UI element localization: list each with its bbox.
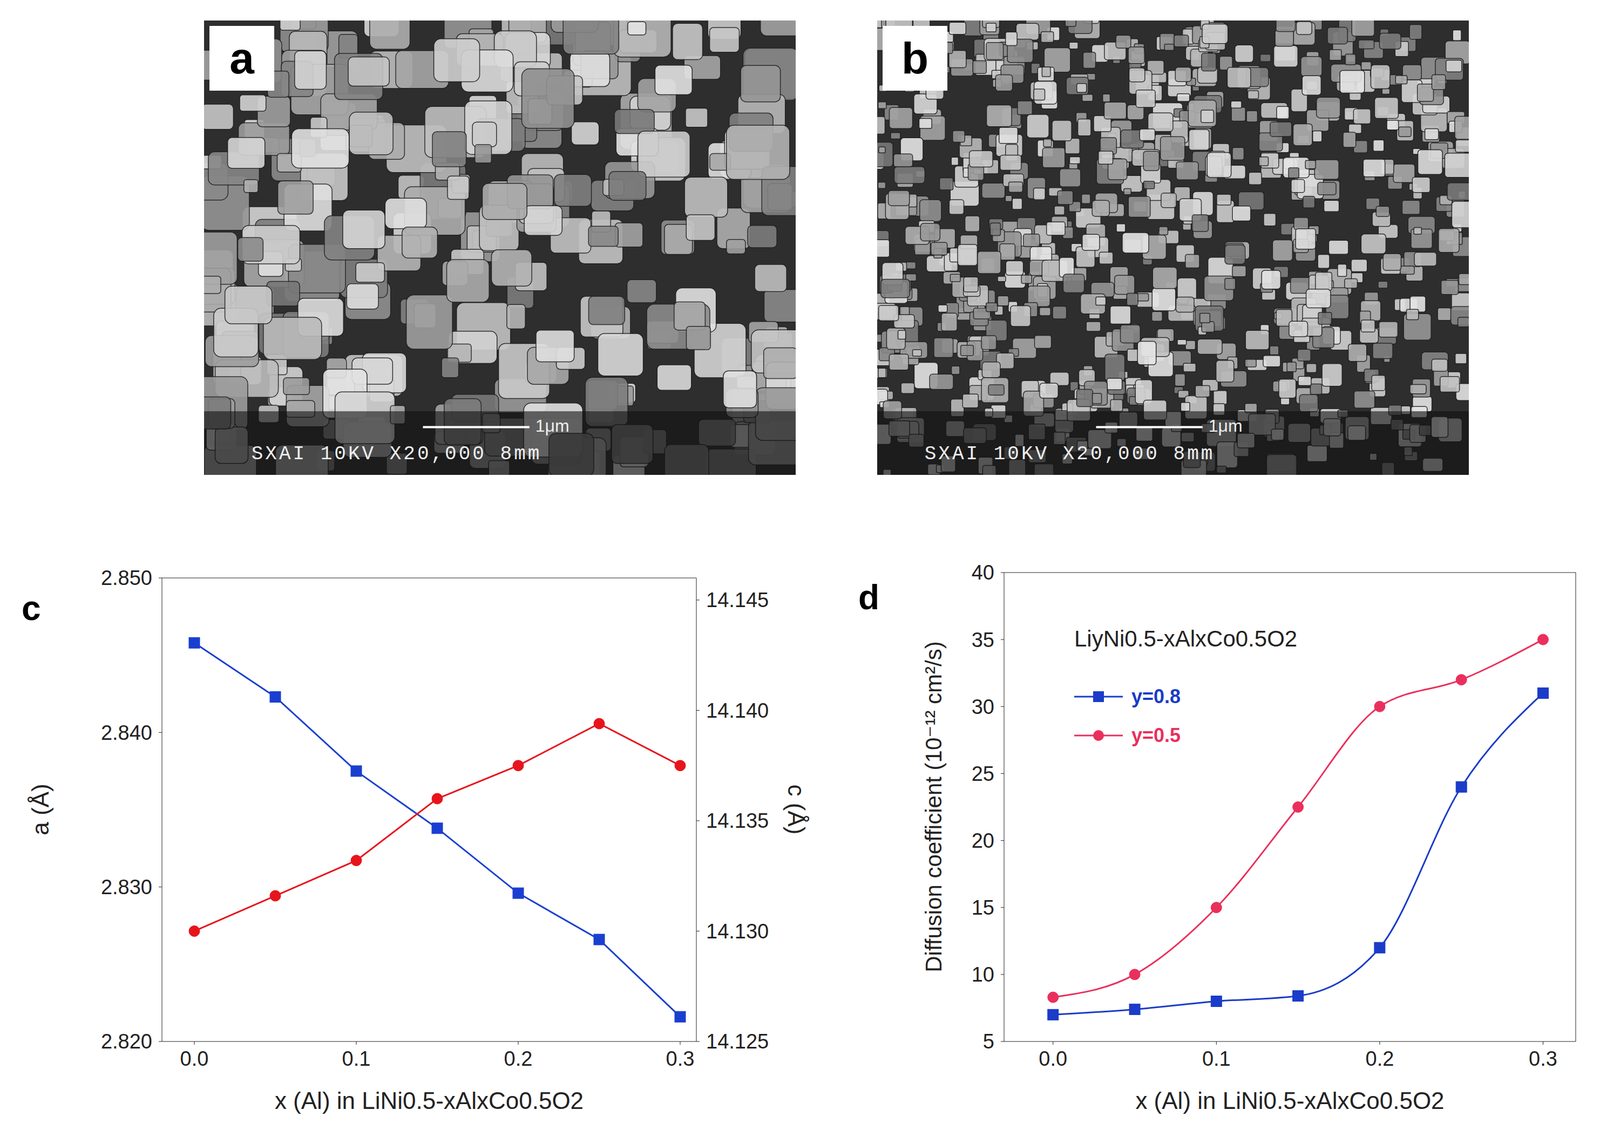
- svg-text:SXAI 10KV X20,000 8mm: SXAI 10KV X20,000 8mm: [251, 443, 542, 466]
- html-text:c (Å): c (Å): [783, 784, 810, 835]
- svg-text:0.1: 0.1: [1202, 1047, 1231, 1071]
- html-text:x (Al) in LiNi0.5-xAlxCo0.5O2: x (Al) in LiNi0.5-xAlxCo0.5O2: [274, 1087, 584, 1115]
- html-text:LiyNi0.5-xAlxCo0.5O2: LiyNi0.5-xAlxCo0.5O2: [1074, 626, 1298, 652]
- svg-text:a: a: [229, 33, 255, 83]
- svg-text:14.130: 14.130: [706, 920, 769, 944]
- svg-text:0.1: 0.1: [342, 1047, 371, 1071]
- html-text:a (Å): a (Å): [26, 783, 54, 836]
- svg-text:15: 15: [971, 896, 995, 920]
- svg-text:14.135: 14.135: [706, 809, 769, 833]
- svg-text:10: 10: [971, 963, 995, 987]
- svg-text:0.2: 0.2: [504, 1047, 533, 1071]
- svg-text:14.145: 14.145: [706, 588, 769, 612]
- svg-text:0.0: 0.0: [1038, 1047, 1068, 1071]
- svg-text:b: b: [901, 33, 929, 83]
- svg-text:1μm: 1μm: [535, 416, 570, 436]
- svg-text:2.820: 2.820: [100, 1030, 153, 1054]
- svg-text:40: 40: [971, 561, 995, 585]
- html-text:x (Al) in LiNi0.5-xAlxCo0.5O2: x (Al) in LiNi0.5-xAlxCo0.5O2: [1135, 1087, 1445, 1115]
- svg-text:14.140: 14.140: [706, 699, 769, 723]
- html-text:y=0.8: y=0.8: [1131, 685, 1181, 708]
- svg-text:14.125: 14.125: [706, 1030, 769, 1054]
- svg-text:1μm: 1μm: [1208, 416, 1243, 436]
- svg-text:2.830: 2.830: [100, 876, 153, 899]
- svg-text:20: 20: [971, 829, 995, 853]
- svg-text:2.840: 2.840: [100, 721, 153, 745]
- html-text:y=0.5: y=0.5: [1131, 724, 1181, 747]
- svg-text:2.850: 2.850: [100, 566, 153, 590]
- html-text:c: c: [21, 588, 41, 628]
- svg-text:0.0: 0.0: [180, 1047, 209, 1071]
- html-text:Diffusion coefficient (10⁻¹² c: Diffusion coefficient (10⁻¹² cm²/s): [920, 641, 947, 973]
- svg-text:0.2: 0.2: [1365, 1047, 1395, 1071]
- html-text:d: d: [858, 578, 880, 618]
- svg-text:0.3: 0.3: [666, 1047, 695, 1071]
- svg-text:35: 35: [971, 628, 995, 652]
- svg-text:30: 30: [971, 695, 995, 719]
- svg-text:SXAI 10KV X20,000 8mm: SXAI 10KV X20,000 8mm: [924, 443, 1216, 466]
- svg-text:0.3: 0.3: [1528, 1047, 1558, 1071]
- svg-text:5: 5: [982, 1030, 995, 1054]
- svg-text:25: 25: [971, 762, 995, 786]
